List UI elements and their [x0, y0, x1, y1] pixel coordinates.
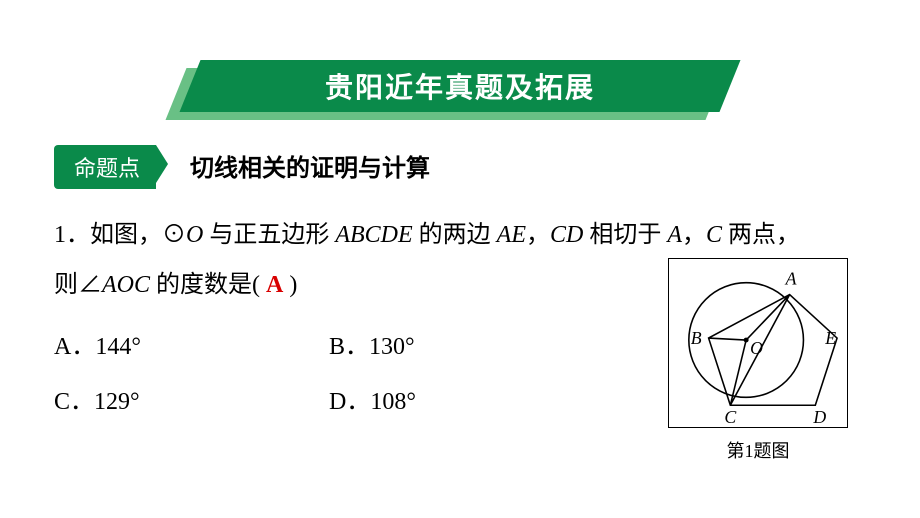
- q-t2: 与正五边形: [203, 222, 335, 248]
- label-O: O: [750, 338, 763, 358]
- option-B: B．130°: [329, 320, 604, 375]
- q-number: 1．: [54, 222, 90, 248]
- option-D: D．108°: [329, 375, 604, 430]
- header-banner: 贵阳近年真题及拓展: [0, 60, 920, 112]
- q-pentagon: ABCDE: [335, 222, 412, 248]
- figure-caption: 第1题图: [668, 437, 848, 463]
- option-row-2: C．129° D．108°: [54, 375, 604, 430]
- q-l2b: 的度数是(: [150, 272, 260, 298]
- options-block: A．144° B．130° C．129° D．108°: [54, 320, 604, 430]
- topic-title: 切线相关的证明与计算: [190, 148, 430, 183]
- q-t4: 相切于: [583, 222, 667, 248]
- line-OA: [746, 295, 789, 340]
- q-c1: ，: [526, 222, 550, 248]
- q-seg1: AE: [497, 222, 526, 248]
- label-B: B: [691, 328, 702, 348]
- label-A: A: [785, 269, 797, 289]
- banner-title: 贵阳近年真题及拓展: [325, 66, 595, 106]
- q-l2a: 则∠: [54, 272, 102, 298]
- label-E: E: [824, 328, 836, 348]
- optB-value: 130°: [369, 334, 415, 360]
- topic-tag-label: 命题点: [74, 156, 140, 181]
- q-A: A: [667, 222, 682, 248]
- optB-letter: B．: [329, 334, 369, 360]
- q-c2: ，: [682, 222, 706, 248]
- line-OB: [709, 338, 747, 340]
- label-D: D: [812, 407, 826, 427]
- banner-wrap: 贵阳近年真题及拓展: [190, 60, 730, 112]
- optA-letter: A．: [54, 334, 95, 360]
- line-OC: [730, 340, 746, 405]
- optD-value: 108°: [370, 389, 416, 415]
- geometry-diagram: A B C D E O: [668, 258, 848, 428]
- label-C: C: [724, 407, 737, 427]
- option-C: C．129°: [54, 375, 329, 430]
- q-t1: 如图，⊙: [90, 222, 186, 248]
- banner-main: 贵阳近年真题及拓展: [179, 60, 740, 112]
- q-seg2: CD: [550, 222, 583, 248]
- q-t5: 两点，: [722, 222, 800, 248]
- figure-block: A B C D E O 第1题图: [668, 258, 848, 463]
- q-O: O: [186, 222, 203, 248]
- optA-value: 144°: [95, 334, 141, 360]
- center-dot: [744, 338, 749, 343]
- option-row-1: A．144° B．130°: [54, 320, 604, 375]
- optC-letter: C．: [54, 389, 94, 415]
- optD-letter: D．: [329, 389, 370, 415]
- topic-tag: 命题点: [54, 145, 156, 189]
- q-C: C: [706, 222, 722, 248]
- q-angle: AOC: [102, 272, 150, 298]
- option-A: A．144°: [54, 320, 329, 375]
- q-t3: 的两边: [413, 222, 497, 248]
- optC-value: 129°: [94, 389, 140, 415]
- q-l2c: ): [289, 272, 297, 298]
- answer-letter: A: [260, 272, 289, 298]
